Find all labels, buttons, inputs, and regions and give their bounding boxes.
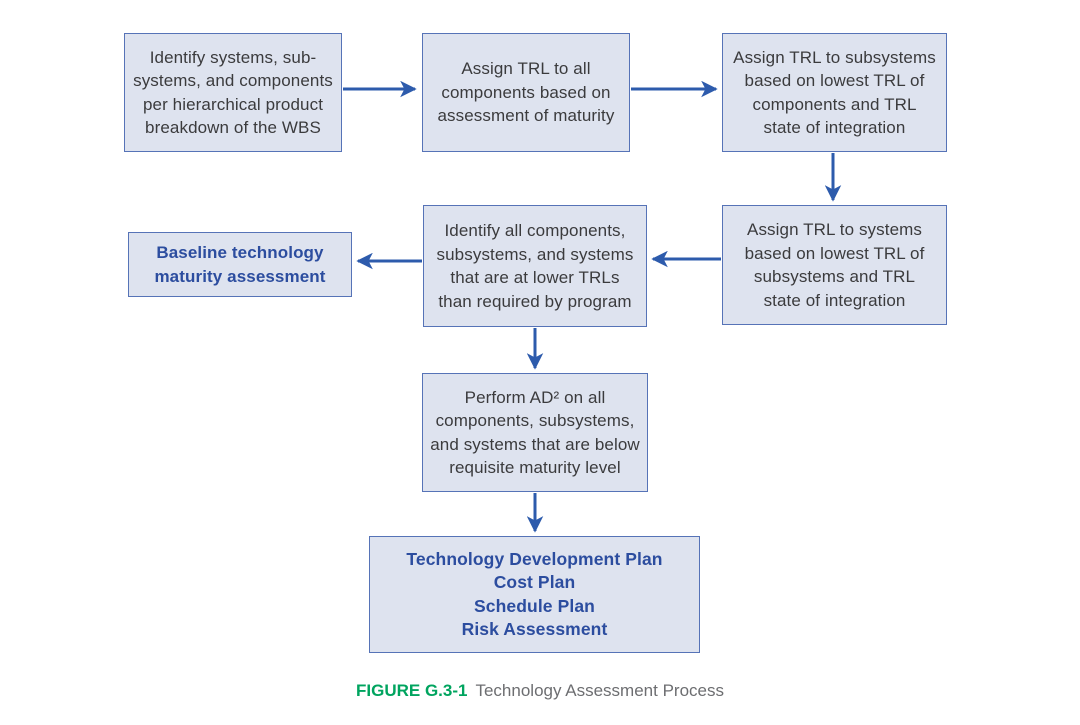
flow-box-outputs: Technology Development Plan Cost Plan Sc… xyxy=(369,536,700,653)
figure-caption-label: FIGURE G.3-1 xyxy=(356,681,468,700)
flow-box-assign-trl-components: Assign TRL to all components based on as… xyxy=(422,33,630,152)
flow-box-assign-trl-systems: Assign TRL to systems based on lowest TR… xyxy=(722,205,947,325)
figure-caption-title: Technology Assessment Process xyxy=(475,681,724,700)
flow-box-assign-trl-subsystems: Assign TRL to subsystems based on lowest… xyxy=(722,33,947,152)
figure-caption: FIGURE G.3-1 Technology Assessment Proces… xyxy=(0,681,1080,701)
flow-box-perform-ad2: Perform AD² on all components, subsystem… xyxy=(422,373,648,492)
flow-box-identify-lower-trl: Identify all components, subsystems, and… xyxy=(423,205,647,327)
flow-box-identify-wbs: Identify systems, sub- systems, and comp… xyxy=(124,33,342,152)
flow-box-baseline-assessment: Baseline technology maturity assessment xyxy=(128,232,352,297)
